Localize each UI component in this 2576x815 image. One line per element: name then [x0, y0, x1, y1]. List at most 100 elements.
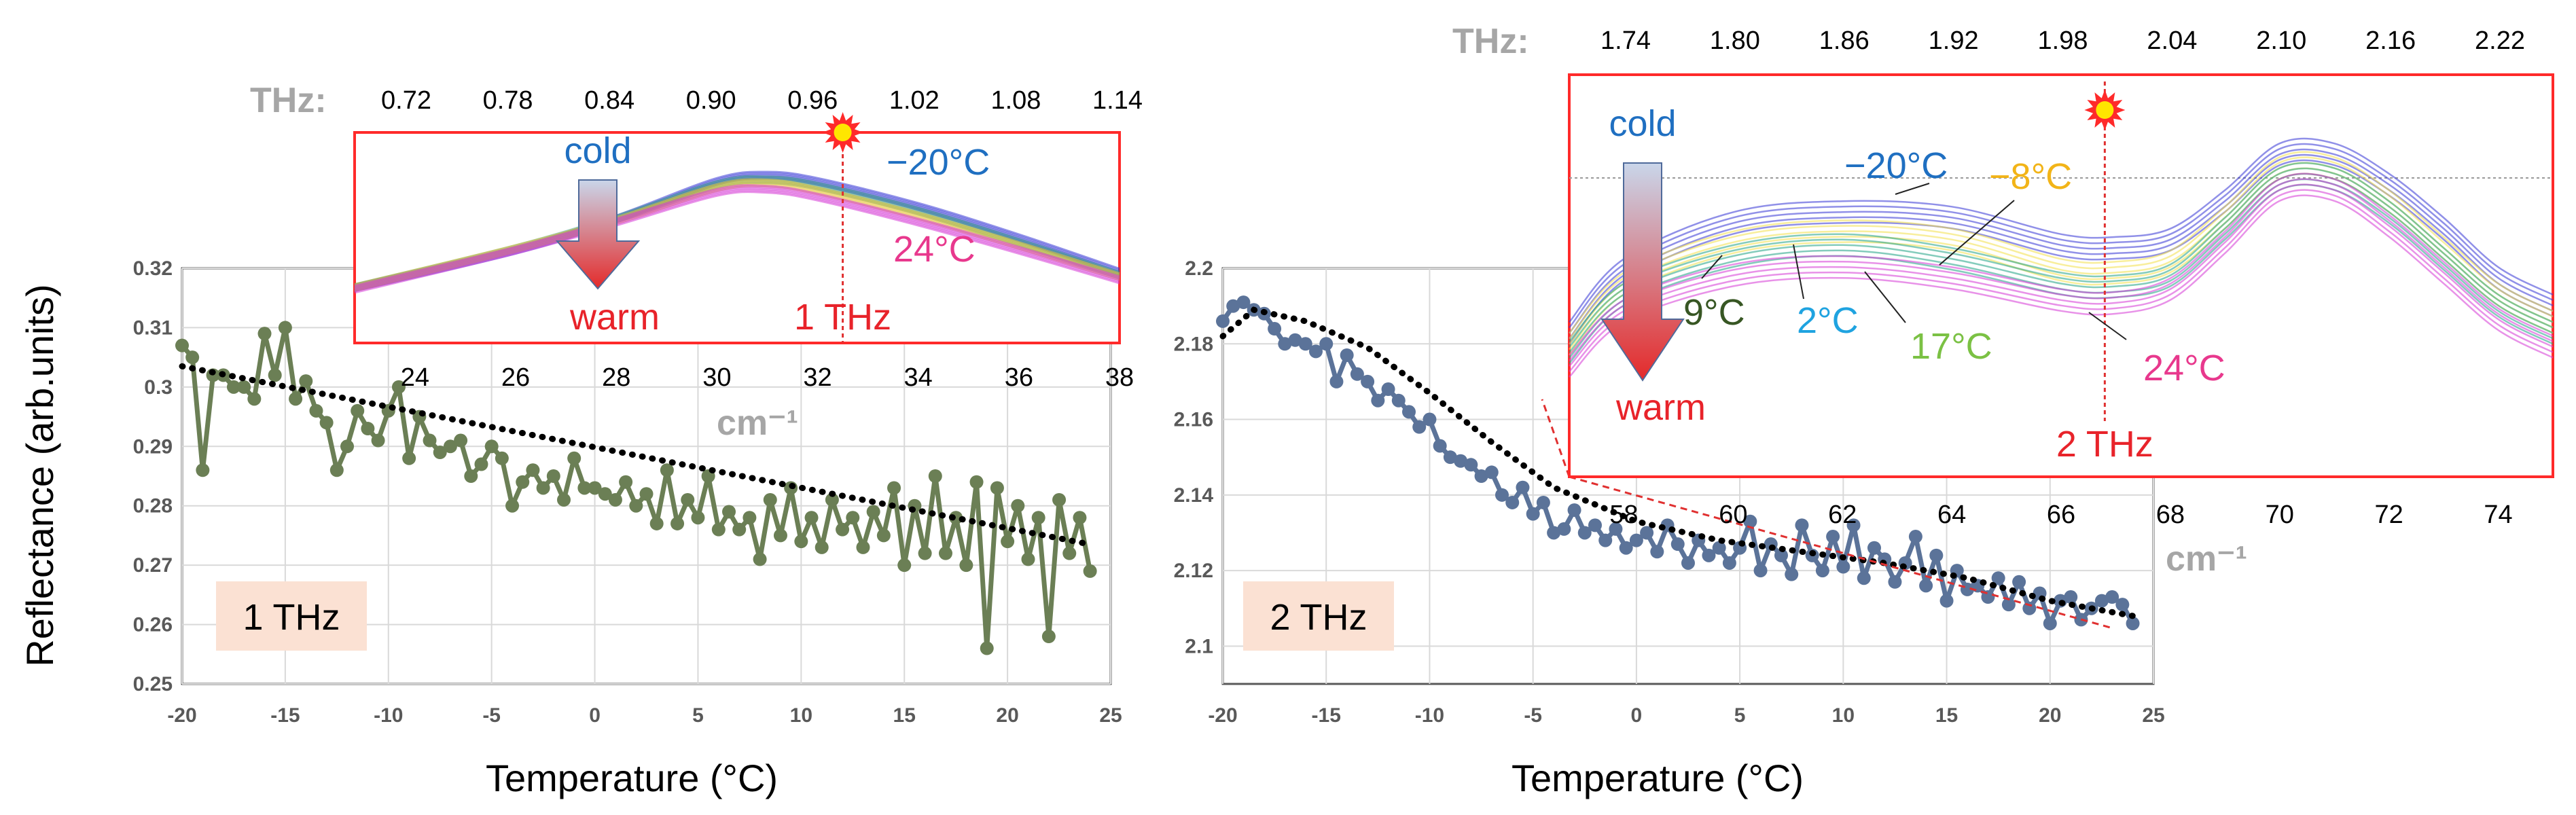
- bottom-tick-label: 28: [602, 363, 630, 392]
- label-minus8: −8°C: [1989, 156, 2072, 197]
- data-point: [1650, 545, 1664, 559]
- top-tick-label: 1.86: [1819, 26, 1870, 55]
- data-point: [1629, 533, 1643, 547]
- sun-core: [2096, 101, 2114, 119]
- data-point: [577, 481, 592, 495]
- sun-icon: [822, 112, 863, 153]
- inset-right-curves: [1569, 137, 2554, 378]
- data-point: [1567, 503, 1581, 518]
- data-point: [1288, 333, 1302, 347]
- data-point: [763, 492, 777, 507]
- bottom-tick-label: 74: [2484, 501, 2512, 529]
- data-point: [433, 446, 447, 460]
- data-point: [185, 350, 200, 365]
- data-point: [1785, 567, 1799, 581]
- data-point: [1309, 344, 1323, 359]
- inset-right: THz: 1.74 1.80 1.86 1.92 1.98 2.04 2.10 2.16 2.2…: [1452, 22, 2554, 579]
- data-point: [1609, 522, 1623, 536]
- data-point: [1919, 579, 1933, 593]
- data-point: [443, 439, 457, 454]
- data-point: [1298, 337, 1312, 351]
- inset-left-cold-label: cold: [564, 130, 631, 171]
- data-point: [928, 469, 942, 483]
- data-point: [1443, 450, 1457, 465]
- badge-background: [216, 581, 367, 651]
- data-point: [1577, 526, 1592, 540]
- data-point: [1062, 546, 1077, 560]
- inset-left-marker-label: 1 THz: [794, 297, 891, 338]
- data-point: [1083, 564, 1097, 578]
- data-point: [619, 475, 633, 489]
- chart-left-badge: 1 THz: [216, 581, 367, 651]
- data-point: [1867, 541, 1881, 555]
- trend-line: [179, 363, 1094, 547]
- data-point: [1826, 530, 1840, 544]
- bottom-tick-label: 68: [2156, 501, 2185, 529]
- spectrum-curve: [354, 187, 1120, 291]
- data-point: [391, 380, 406, 394]
- label-2: 2°C: [1797, 300, 1859, 341]
- data-point: [1743, 514, 1757, 528]
- x-tick-label: 15: [1935, 704, 1958, 727]
- data-point: [464, 469, 478, 483]
- data-point: [856, 540, 870, 554]
- data-point: [289, 392, 303, 406]
- label-24: 24°C: [2143, 348, 2225, 388]
- data-point: [804, 511, 819, 525]
- data-point: [660, 463, 674, 477]
- x-tick-label: 25: [2142, 704, 2164, 727]
- spectrum-curve: [1569, 173, 2554, 356]
- top-tick-label: 2.10: [2256, 26, 2306, 55]
- top-tick-label: 1.02: [889, 86, 940, 115]
- data-point: [1433, 439, 1447, 453]
- data-point: [278, 321, 292, 335]
- data-point: [846, 511, 860, 525]
- data-point: [1557, 522, 1571, 536]
- inset-left-temp-cold: −20°C: [887, 142, 990, 183]
- inset-left-cm-label: cm⁻¹: [717, 403, 798, 443]
- chart-right-series: [1216, 295, 2140, 630]
- x-tick-label: -5: [1524, 704, 1542, 727]
- data-point: [237, 380, 251, 394]
- label-minus20: −20°C: [1844, 145, 1948, 186]
- x-axis-label-left: Temperature (°C): [486, 757, 778, 799]
- y-tick-label: 2.14: [1174, 484, 1214, 507]
- data-point: [980, 641, 994, 655]
- x-tick-label: 20: [996, 704, 1018, 727]
- data-point: [1722, 556, 1736, 570]
- top-tick-label: 1.14: [1092, 86, 1143, 115]
- data-point: [196, 463, 210, 477]
- data-point: [329, 463, 344, 477]
- data-point: [681, 492, 695, 507]
- inset-right-cm-label: cm⁻¹: [2166, 539, 2247, 579]
- data-point: [938, 546, 952, 560]
- data-point: [361, 422, 375, 436]
- top-tick-label: 1.98: [2038, 26, 2088, 55]
- x-tick-label: 0: [589, 704, 601, 727]
- spectrum-curve: [1569, 178, 2554, 361]
- data-point: [836, 522, 850, 537]
- cold-warm-arrow-icon: [555, 179, 641, 290]
- y-tick-label: 2.18: [1174, 333, 1213, 355]
- data-point: [1391, 393, 1406, 408]
- top-tick-label: 0.96: [787, 86, 838, 115]
- top-tick-label: 1.08: [990, 86, 1041, 115]
- top-tick-label: 2.22: [2475, 26, 2525, 55]
- data-point: [226, 380, 240, 394]
- data-point: [1795, 518, 1809, 532]
- spectrum-curve: [354, 185, 1120, 289]
- data-point: [1236, 295, 1251, 310]
- data-point: [794, 535, 808, 549]
- y-axis-label: Reflectance (arb.units): [18, 284, 61, 666]
- spectrum-curve: [1569, 178, 2554, 359]
- x-tick-label: -15: [1312, 704, 1341, 727]
- data-point: [732, 522, 747, 537]
- y-tick-label: 0.26: [133, 614, 173, 636]
- data-point: [2126, 616, 2140, 630]
- spectrum-curve: [1569, 156, 2554, 340]
- chart-left-series: [175, 321, 1097, 655]
- data-point: [1371, 393, 1385, 408]
- data-point: [2001, 598, 2016, 612]
- data-point: [257, 327, 272, 341]
